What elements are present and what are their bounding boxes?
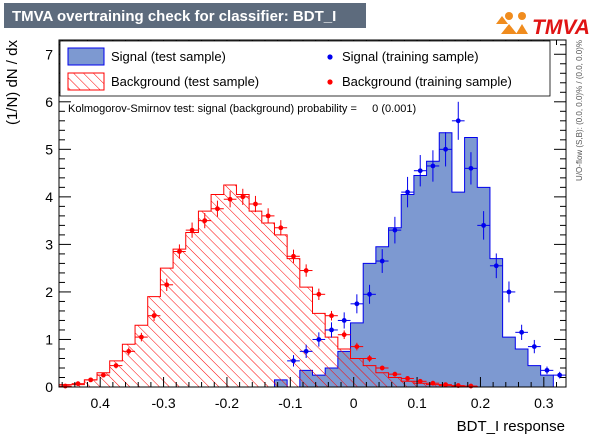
ks-test-text: Kolmogorov-Smirnov test: signal (backgro… <box>68 103 416 115</box>
signal-training-point <box>477 211 490 240</box>
y-tick-label: 0 <box>45 379 53 395</box>
x-axis-title: BDT_I response <box>457 418 565 435</box>
background-training-point <box>236 188 250 205</box>
background-training-point <box>160 278 174 291</box>
x-tick-label: 0 <box>350 395 358 411</box>
legend: Signal (test sample) Background (test sa… <box>59 40 551 97</box>
signal-training-point <box>553 371 566 379</box>
signal-training-point <box>401 176 414 208</box>
y-axis-title: (1/N) dN / dx <box>4 40 21 126</box>
legend-signal-test-swatch <box>67 47 105 66</box>
x-tick-label: 0.4 <box>90 395 110 411</box>
x-tick-label: -0.1 <box>278 395 302 411</box>
x-tick-label: 0.3 <box>534 395 554 411</box>
background-training-point <box>109 362 123 369</box>
axes-layer: 0.4 -0.3 -0.2 -0.1 0 0.1 0.2 0.3 0 1 2 3 4 5 6 7 <box>45 40 566 411</box>
signal-training-point <box>464 152 478 185</box>
y-tick-label: 2 <box>45 284 53 300</box>
background-training-point <box>71 381 85 387</box>
background-training-point <box>363 355 376 362</box>
logo-dot-icon <box>505 12 513 20</box>
background-training-point <box>122 347 136 356</box>
signal-training-point <box>363 284 376 304</box>
signal-training-point <box>337 312 351 329</box>
signal-training-point <box>325 322 338 338</box>
background-training-point <box>173 244 186 259</box>
y-tick-label: 1 <box>45 331 53 347</box>
background-training-point <box>249 195 262 213</box>
y-tick-label: 7 <box>45 46 53 62</box>
background-training-point <box>185 222 199 238</box>
signal-training-point <box>515 324 528 340</box>
y-tick-label: 6 <box>45 94 53 110</box>
signal-training-point <box>312 332 326 347</box>
signal-training-point <box>287 355 300 367</box>
background-training-point <box>135 332 148 342</box>
background-training-point <box>299 264 313 277</box>
background-training-point <box>337 330 351 339</box>
background-training-point <box>350 342 364 351</box>
background-training-point <box>274 220 288 236</box>
tmva-logo: TMVA <box>496 12 590 39</box>
signal-training-point <box>540 366 554 375</box>
background-training-point <box>211 200 224 217</box>
x-tick-label: -0.3 <box>152 395 176 411</box>
logo-triangle-icon <box>516 24 528 34</box>
x-tick-label: 0.2 <box>471 395 491 411</box>
logo-dot-icon <box>518 12 526 20</box>
x-tick-label: -0.2 <box>215 395 239 411</box>
background-training-point <box>261 208 275 224</box>
markers-layer <box>59 101 566 389</box>
legend-background-train-label: Background (training sample) <box>342 74 512 89</box>
signal-training-point <box>299 344 313 359</box>
signal-training-point <box>388 216 402 244</box>
background-training-point <box>97 372 110 378</box>
logo-triangle-icon <box>501 24 517 34</box>
signal-training-point <box>439 132 452 167</box>
signal-training-point <box>502 281 516 303</box>
signal-training-point <box>375 249 389 273</box>
plot-frame <box>58 39 567 388</box>
legend-background-test-swatch <box>67 72 105 91</box>
signal-training-point <box>489 253 503 279</box>
background-training-point <box>426 380 440 386</box>
background-training-point <box>439 382 452 388</box>
y-tick-label: 5 <box>45 141 53 157</box>
background-training-point <box>401 376 414 381</box>
logo-triangle-icon <box>496 16 508 24</box>
x-tick-label: 0.1 <box>407 395 427 411</box>
background-training-point <box>312 288 326 301</box>
background-training-point <box>325 310 338 321</box>
background-training-point <box>375 365 389 371</box>
background-training-point <box>413 378 427 384</box>
legend-background-test-label: Background (test sample) <box>111 74 259 89</box>
signal-training-point <box>413 155 427 187</box>
legend-background-train-marker <box>327 79 333 85</box>
signal-training-point <box>451 101 465 140</box>
signal-training-point <box>426 150 440 182</box>
background-training-point <box>147 310 161 321</box>
background-training-point <box>287 249 300 263</box>
background-training-point <box>223 191 237 208</box>
chart-title: TMVA overtraining check for classifier: … <box>12 8 336 25</box>
background-training-point <box>84 377 98 383</box>
legend-box <box>59 40 551 97</box>
background-training-point <box>388 371 402 377</box>
legend-signal-train-marker <box>327 54 333 60</box>
legend-signal-test-label: Signal (test sample) <box>111 49 226 64</box>
title-bar <box>4 3 366 28</box>
y-tick-label: 3 <box>45 236 53 252</box>
legend-signal-train-label: Signal (training sample) <box>342 49 479 64</box>
logo-text: TMVA <box>532 16 590 39</box>
signal-training-point <box>350 294 364 314</box>
overflow-label: U/O-flow (S,B): (0.0, 0.0)% / (0.0, 0.0)… <box>575 40 584 181</box>
y-tick-label: 4 <box>45 189 53 205</box>
background-training-point <box>198 213 212 229</box>
signal-training-point <box>527 339 541 354</box>
